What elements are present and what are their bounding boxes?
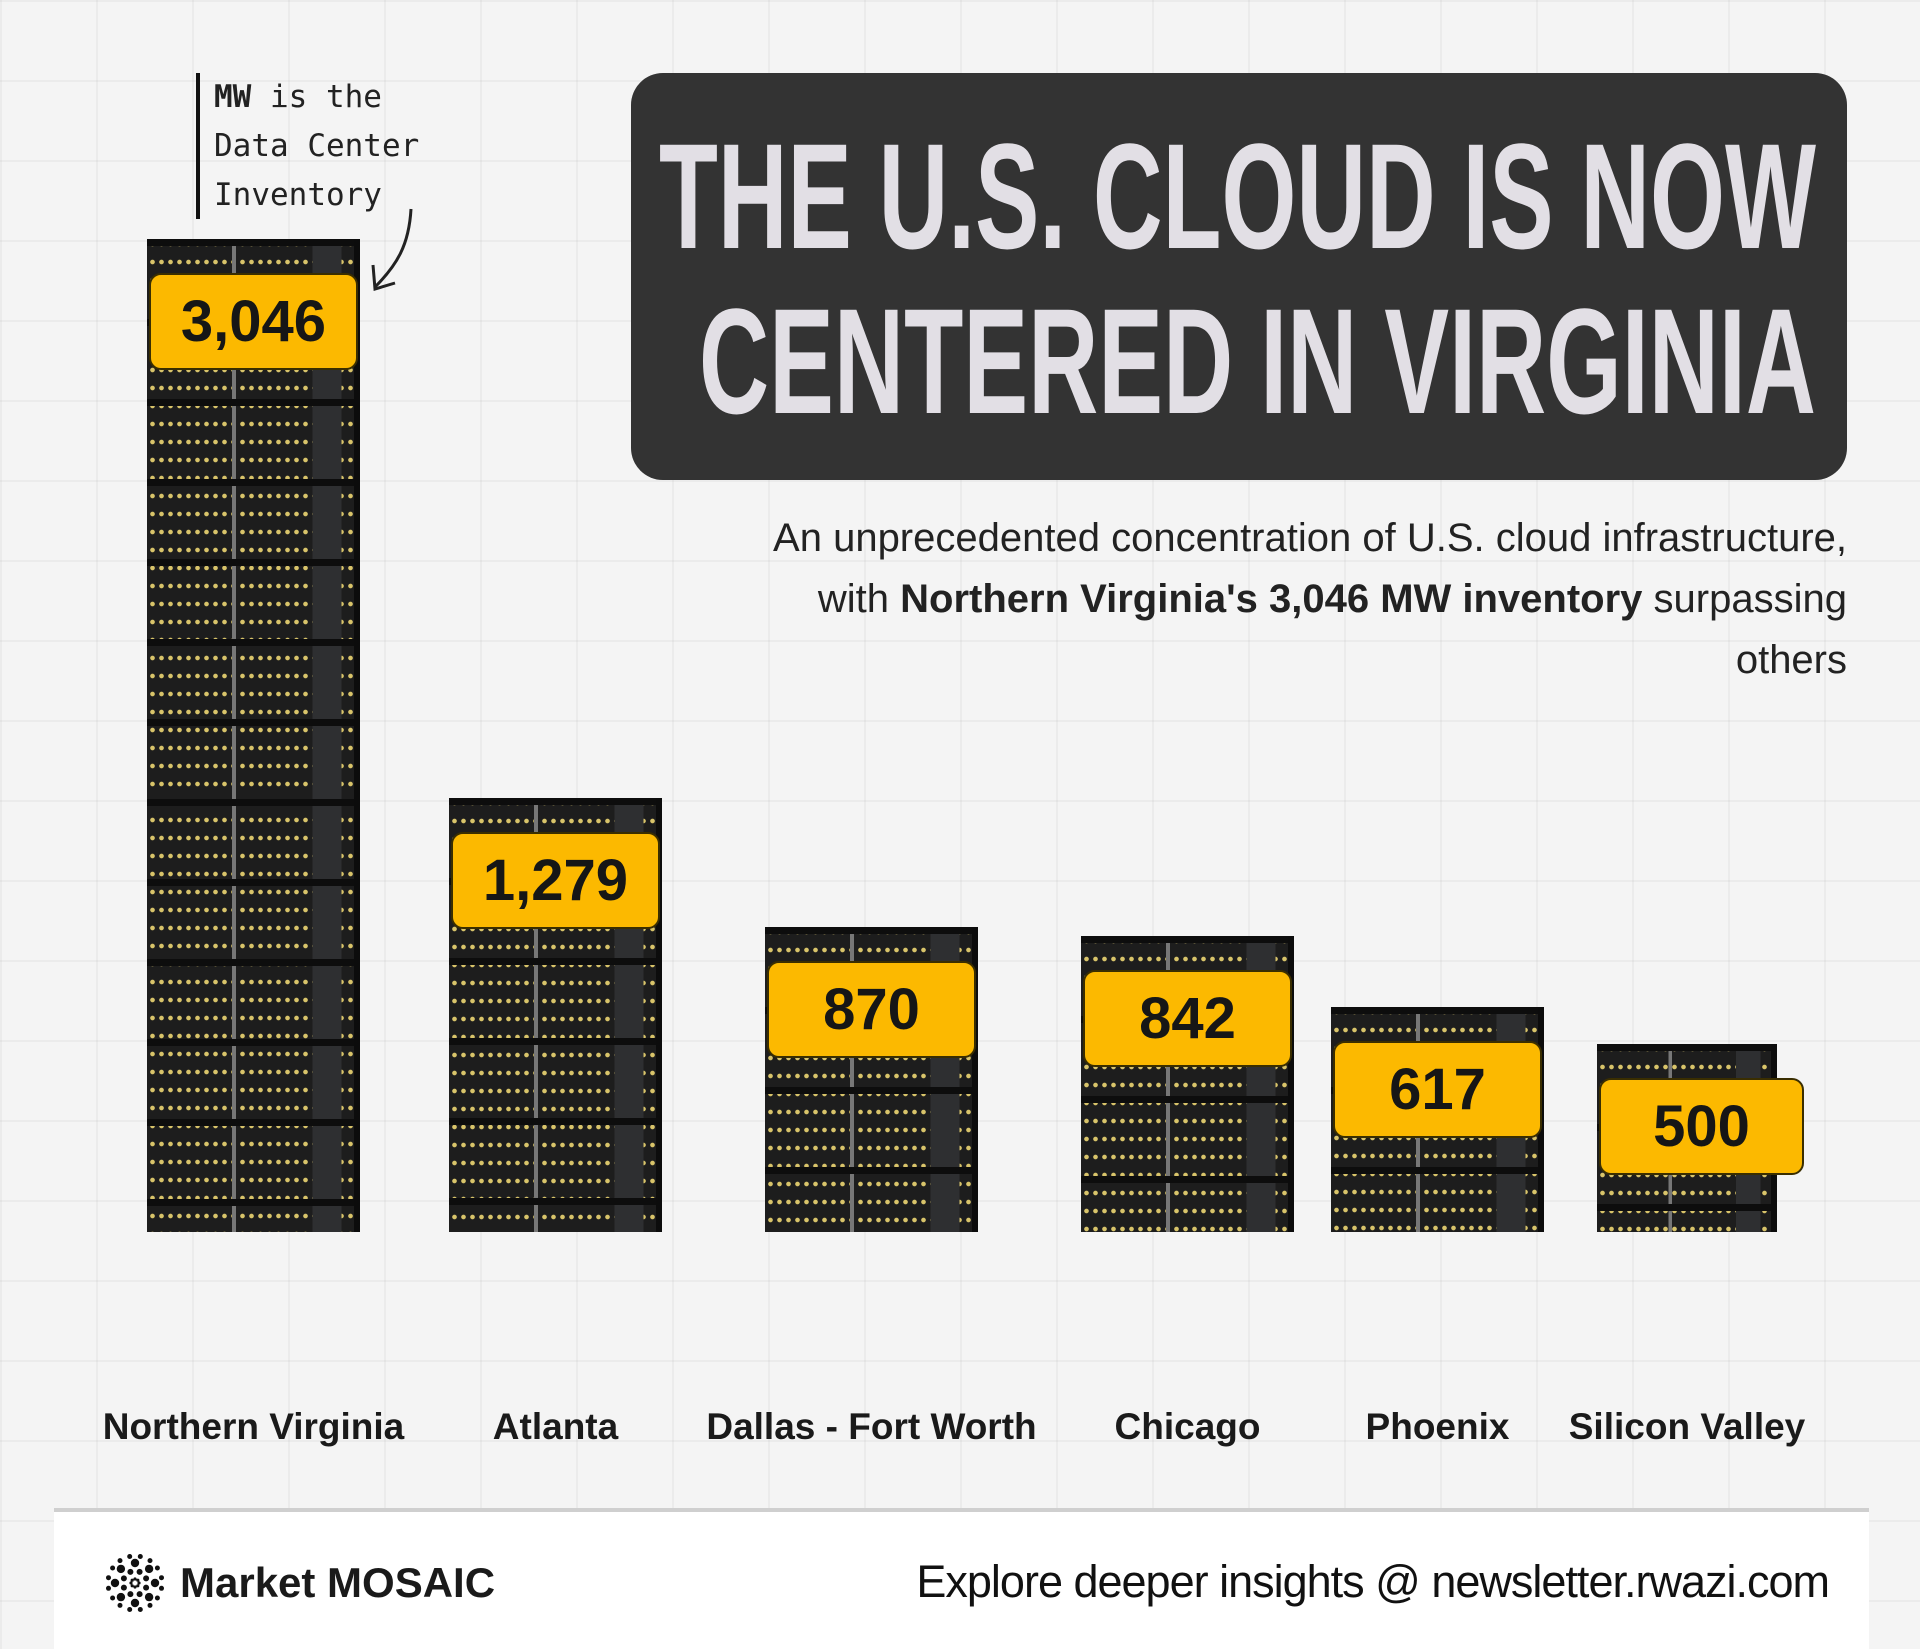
subtitle-text: surpassing others (1642, 577, 1847, 682)
footer: Market MOSAIC Explore deeper insights @ … (54, 1508, 1869, 1649)
mosaic-logo-icon (106, 1554, 164, 1612)
annotation-note: MW is the Data Center Inventory (196, 73, 419, 219)
value-label: 3,046 (149, 273, 358, 370)
newsletter-link[interactable]: Explore deeper insights @ newsletter.rwa… (916, 1556, 1830, 1607)
value-label: 1,279 (451, 832, 660, 929)
title-box: THE U.S. CLOUD IS NOW CENTERED IN VIRGIN… (631, 73, 1847, 480)
annotation-text: Data Center (214, 128, 420, 164)
title-text: THE U.S. CLOUD IS NOW CENTERED IN VIRGIN… (659, 112, 1816, 445)
category-label: Silicon Valley (1568, 1406, 1806, 1447)
annotation-text: Inventory (214, 177, 382, 213)
brand-name: Market MOSAIC (180, 1559, 496, 1606)
value-label: 617 (1333, 1041, 1542, 1138)
category-label: Dallas - Fort Worth (706, 1406, 1037, 1447)
category-label: Chicago (1114, 1406, 1261, 1447)
category-label: Atlanta (492, 1406, 619, 1447)
value-label: 842 (1083, 970, 1292, 1067)
bar-northern-virginia (147, 239, 360, 1232)
annotation-text: is the (251, 79, 382, 115)
category-label: Northern Virginia (102, 1406, 405, 1447)
value-label: 500 (1599, 1078, 1804, 1175)
subtitle-text: An unprecedented concentration of U.S. c… (773, 516, 1847, 621)
arrow-icon (371, 208, 413, 291)
bar-chart: 3,046 Northern Virginia 1,279 Atlanta 870 Dal… (102, 239, 1806, 1447)
value-label: 870 (767, 961, 976, 1058)
brand-logo: Market MOSAIC (104, 1552, 495, 1614)
subtitle-highlight: Northern Virginia's 3,046 MW inventory (900, 577, 1643, 621)
title-line: CENTERED IN VIRGINIA (699, 277, 1816, 445)
annotation-unit: MW (214, 79, 252, 115)
category-label: Phoenix (1365, 1406, 1510, 1447)
title-line: THE U.S. CLOUD IS NOW (659, 112, 1816, 280)
subtitle: An unprecedented concentration of U.S. c… (747, 508, 1847, 691)
